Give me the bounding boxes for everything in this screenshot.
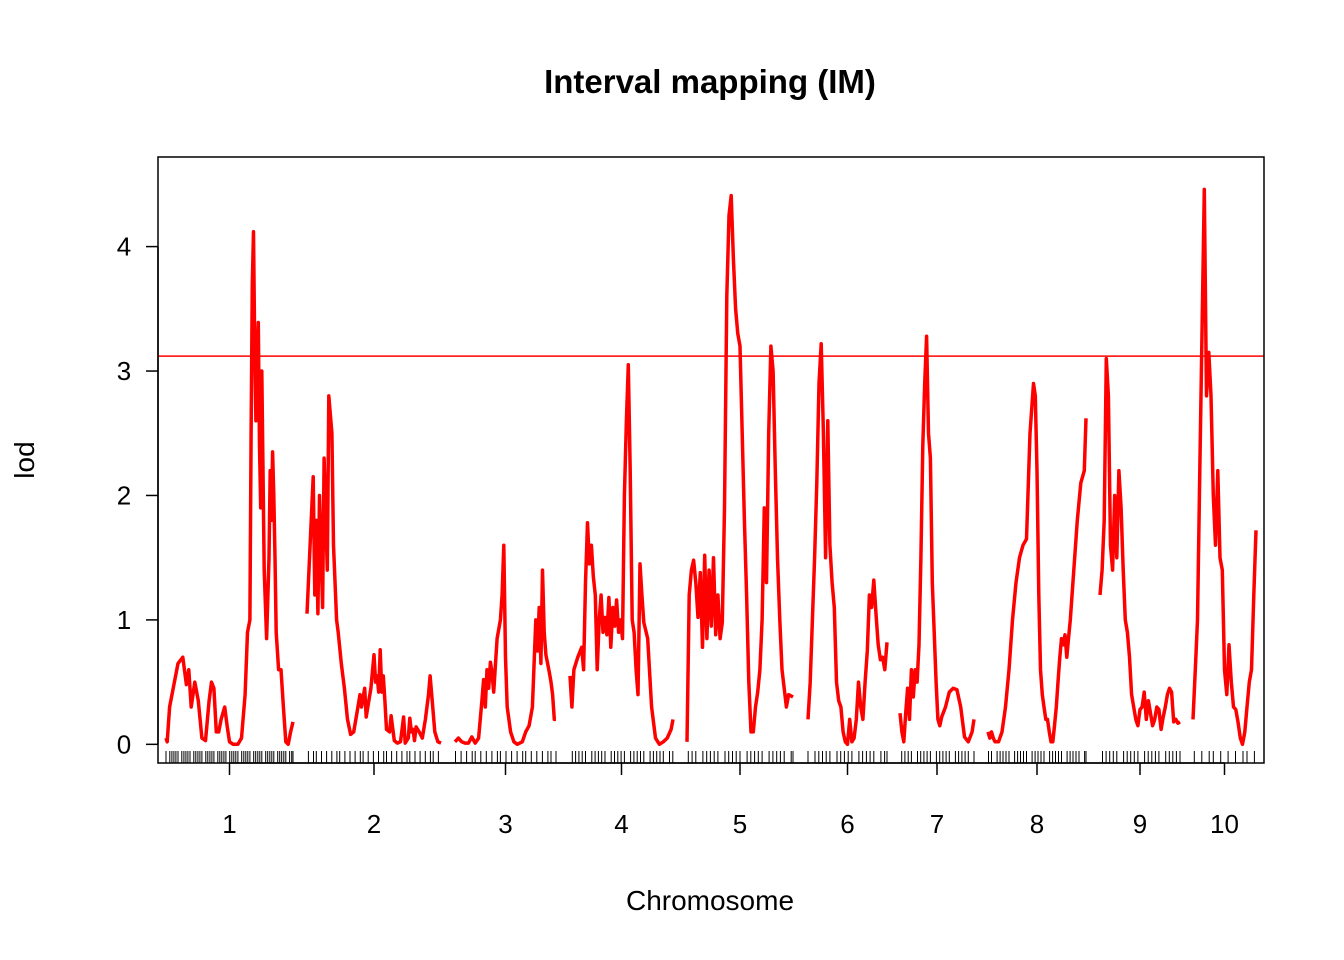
x-tick-label-chr5: 5 <box>733 809 747 839</box>
y-tick-label: 0 <box>117 729 131 759</box>
marker-rug-chr3 <box>455 751 557 763</box>
lod-curve-chr1 <box>164 229 295 747</box>
x-tick-label-chr3: 3 <box>498 809 512 839</box>
lod-curve-chr3 <box>453 543 557 747</box>
x-axis: 1 2 3 4 5 6 7 8 9 10 <box>222 762 1239 839</box>
plot-frame <box>157 156 1265 764</box>
y-tick-label: 1 <box>117 605 131 635</box>
marker-rug-chr4 <box>571 751 674 763</box>
x-tick-label-chr10: 10 <box>1210 809 1239 839</box>
lod-curve-chr2 <box>305 394 442 745</box>
x-tick-label-chr8: 8 <box>1030 809 1044 839</box>
lod-curves <box>164 187 1258 747</box>
y-tick-label: 3 <box>117 356 131 386</box>
marker-rug-chr10 <box>1193 751 1255 763</box>
marker-rug-chr5 <box>687 751 794 763</box>
x-tick-label-chr1: 1 <box>222 809 236 839</box>
marker-rug-chr8 <box>988 751 1087 763</box>
lod-curve-chr5 <box>685 193 794 742</box>
x-tick-label-chr7: 7 <box>930 809 944 839</box>
y-tick-label: 2 <box>117 480 131 510</box>
lod-curve-chr8 <box>986 381 1088 744</box>
x-tick-label-chr9: 9 <box>1133 809 1147 839</box>
y-axis: 0 1 2 3 4 <box>117 232 159 759</box>
lod-curve-chr7 <box>898 334 976 744</box>
lod-curve-chr4 <box>568 363 675 747</box>
marker-rug-chr6 <box>807 751 888 763</box>
x-tick-label-chr6: 6 <box>840 809 854 839</box>
y-tick-label: 4 <box>117 232 131 262</box>
marker-rug <box>165 751 1255 763</box>
marker-rug-chr1 <box>165 751 294 763</box>
y-axis-title: lod <box>9 441 40 478</box>
lod-curve-chr6 <box>806 341 889 747</box>
marker-rug-chr2 <box>307 751 439 763</box>
marker-rug-chr9 <box>1102 751 1181 763</box>
chart-title: Interval mapping (IM) <box>544 63 876 100</box>
marker-rug-chr7 <box>901 751 975 763</box>
x-axis-title: Chromosome <box>626 885 794 916</box>
x-tick-label-chr2: 2 <box>367 809 381 839</box>
lod-curve-chr9 <box>1098 356 1181 732</box>
lod-curve-chr10 <box>1191 187 1258 747</box>
x-tick-label-chr4: 4 <box>614 809 628 839</box>
